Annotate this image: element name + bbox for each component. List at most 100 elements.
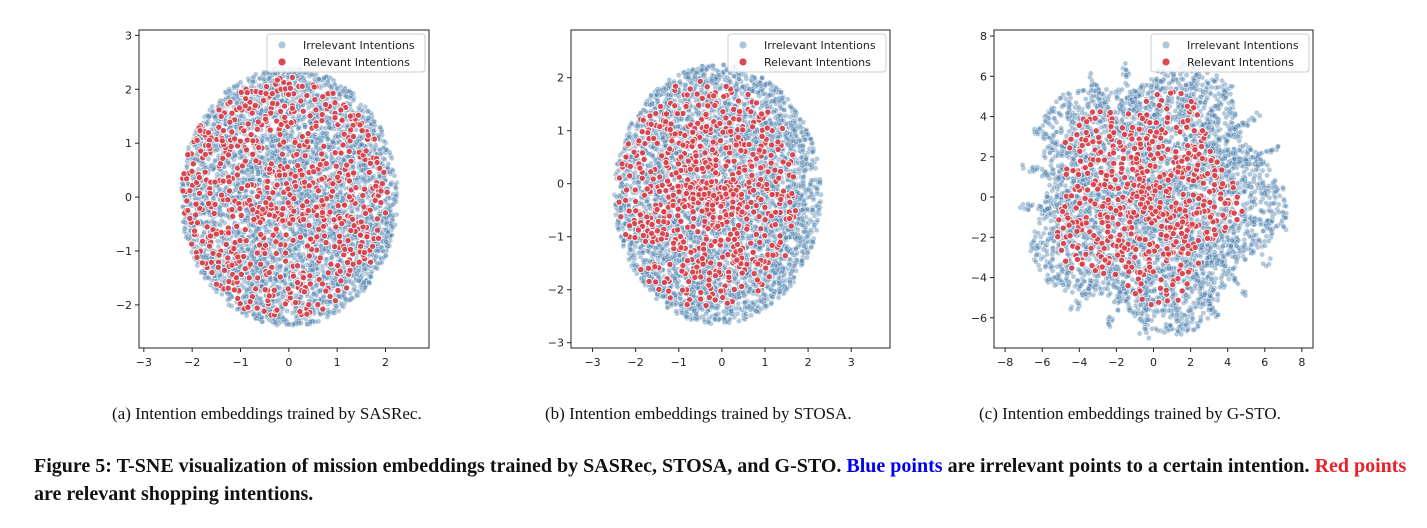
relevant-point bbox=[240, 127, 248, 135]
relevant-point bbox=[281, 300, 289, 308]
irrelevant-point bbox=[265, 146, 272, 153]
irrelevant-point bbox=[387, 152, 394, 159]
relevant-point bbox=[345, 177, 353, 185]
irrelevant-point bbox=[328, 154, 335, 161]
irrelevant-point bbox=[310, 291, 317, 297]
relevant-point bbox=[198, 259, 206, 267]
relevant-point bbox=[201, 168, 209, 176]
relevant-point bbox=[357, 242, 365, 250]
relevant-point bbox=[230, 286, 238, 294]
relevant-point bbox=[263, 83, 271, 91]
relevant-point bbox=[352, 184, 360, 192]
irrelevant-point bbox=[210, 108, 216, 115]
irrelevant-point bbox=[286, 321, 292, 328]
irrelevant-point bbox=[340, 195, 346, 202]
relevant-point bbox=[311, 96, 319, 104]
irrelevant-point bbox=[279, 294, 286, 300]
relevant-point bbox=[261, 286, 269, 294]
relevant-point bbox=[326, 292, 334, 300]
relevant-point bbox=[294, 262, 302, 270]
relevant-point bbox=[279, 217, 287, 225]
point-cloud bbox=[178, 65, 400, 328]
relevant-point bbox=[217, 112, 225, 120]
relevant-point bbox=[320, 222, 328, 230]
relevant-point bbox=[377, 187, 385, 195]
relevant-point bbox=[254, 193, 262, 201]
relevant-point bbox=[320, 232, 328, 240]
relevant-point bbox=[273, 306, 281, 314]
irrelevant-point bbox=[375, 247, 382, 254]
irrelevant-point bbox=[334, 251, 340, 258]
relevant-point bbox=[294, 279, 302, 287]
relevant-point bbox=[244, 182, 252, 190]
relevant-point bbox=[281, 102, 289, 110]
irrelevant-point bbox=[245, 243, 252, 249]
relevant-point bbox=[289, 216, 297, 224]
irrelevant-point bbox=[384, 219, 390, 225]
relevant-point bbox=[359, 191, 367, 199]
irrelevant-point bbox=[264, 136, 271, 143]
relevant-point bbox=[298, 82, 306, 90]
relevant-point bbox=[297, 97, 305, 105]
relevant-point bbox=[232, 274, 240, 282]
relevant-point bbox=[285, 91, 293, 99]
relevant-point bbox=[277, 107, 285, 115]
relevant-point bbox=[314, 301, 322, 309]
irrelevant-point bbox=[183, 164, 190, 171]
irrelevant-point bbox=[381, 156, 388, 163]
irrelevant-point bbox=[256, 82, 262, 89]
irrelevant-point bbox=[211, 219, 217, 226]
y-tick-label: 1 bbox=[125, 137, 132, 150]
relevant-point bbox=[252, 157, 260, 165]
relevant-point bbox=[303, 310, 311, 318]
irrelevant-point bbox=[209, 103, 215, 110]
irrelevant-point bbox=[261, 256, 268, 262]
relevant-point bbox=[262, 199, 270, 207]
irrelevant-point bbox=[240, 294, 247, 300]
x-tick-label: −2 bbox=[184, 356, 200, 369]
relevant-point bbox=[296, 308, 304, 316]
relevant-point bbox=[262, 115, 270, 123]
relevant-point bbox=[334, 202, 342, 210]
irrelevant-point bbox=[261, 69, 267, 76]
relevant-point bbox=[361, 185, 369, 193]
relevant-point bbox=[220, 266, 228, 274]
relevant-point bbox=[193, 253, 201, 261]
irrelevant-point bbox=[300, 264, 306, 271]
irrelevant-point bbox=[267, 221, 273, 227]
y-tick-label: −2 bbox=[116, 299, 132, 312]
irrelevant-point bbox=[360, 162, 367, 168]
relevant-point bbox=[299, 274, 307, 282]
irrelevant-point bbox=[327, 299, 333, 305]
relevant-point bbox=[374, 234, 382, 242]
relevant-point bbox=[242, 146, 250, 154]
irrelevant-point bbox=[289, 228, 296, 235]
relevant-point bbox=[304, 242, 312, 250]
relevant-point bbox=[334, 173, 342, 181]
relevant-point bbox=[195, 174, 203, 182]
relevant-point bbox=[329, 180, 337, 188]
relevant-point bbox=[199, 237, 207, 245]
relevant-point bbox=[192, 211, 200, 219]
relevant-point bbox=[253, 304, 261, 312]
irrelevant-point bbox=[180, 181, 186, 188]
relevant-point bbox=[212, 280, 220, 288]
relevant-point bbox=[337, 277, 345, 285]
irrelevant-point bbox=[245, 167, 251, 173]
relevant-point bbox=[270, 286, 278, 294]
relevant-point bbox=[226, 118, 234, 126]
irrelevant-point bbox=[328, 84, 335, 91]
irrelevant-point bbox=[250, 238, 257, 244]
relevant-point bbox=[356, 231, 364, 239]
relevant-point bbox=[204, 129, 212, 137]
relevant-point bbox=[225, 229, 233, 237]
irrelevant-point bbox=[226, 302, 232, 308]
relevant-point bbox=[272, 225, 280, 233]
relevant-point bbox=[260, 307, 268, 315]
relevant-point bbox=[189, 160, 197, 168]
irrelevant-point bbox=[332, 133, 338, 140]
x-tick-label: 1 bbox=[334, 356, 341, 369]
relevant-point bbox=[347, 245, 355, 253]
relevant-point bbox=[340, 130, 348, 138]
